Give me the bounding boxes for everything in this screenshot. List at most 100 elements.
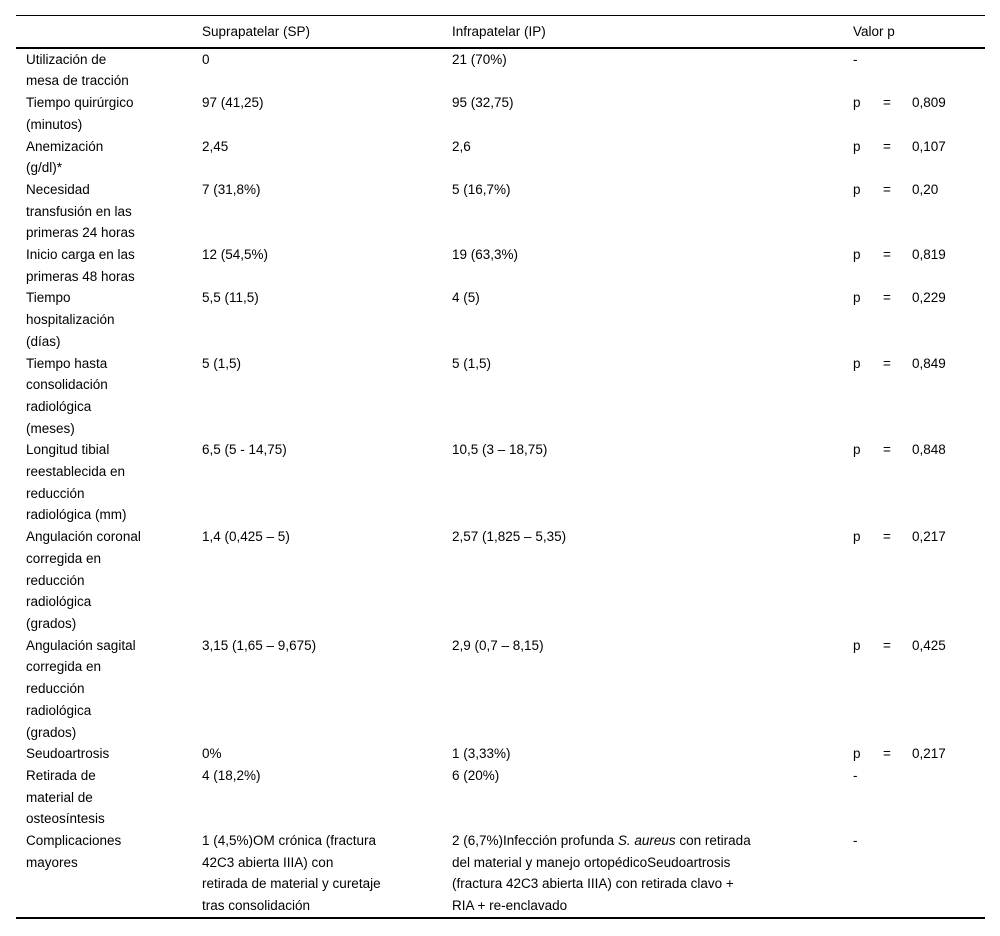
p-symbol: p: [853, 247, 861, 263]
p-number: 0,849: [912, 355, 946, 371]
sp-value: 2,45: [202, 138, 229, 154]
p-symbol: -: [853, 767, 858, 783]
p-number: 0,217: [912, 529, 946, 545]
table-row: Angulación coronal corregida en reducció…: [16, 526, 985, 635]
row-label: Utilización de mesa de tracción: [26, 51, 129, 89]
p-number: 0,848: [912, 442, 946, 458]
row-label: Inicio carga en las primeras 48 horas: [26, 247, 135, 284]
p-value-cell: p = 0,229: [838, 287, 985, 309]
table-row: Angulación sagital corregida en reducció…: [16, 635, 985, 744]
row-label: Tiempo quirúrgico (minutos): [26, 95, 134, 132]
row-label: Angulación coronal corregida en reducció…: [26, 529, 141, 631]
table-row: Inicio carga en las primeras 48 horas 12…: [16, 244, 985, 287]
row-label: Retirada de material de osteosíntesis: [26, 767, 105, 827]
p-symbol: p: [853, 95, 861, 111]
ip-text-italic-species: S. aureus: [617, 833, 676, 849]
p-number: 0,107: [912, 138, 946, 154]
p-value-cell: p = 0,217: [838, 743, 985, 765]
row-label: Tiempo hasta consolidación radiológica (…: [26, 355, 108, 436]
ip-value: 5 (1,5): [452, 355, 492, 371]
p-number: 0,217: [912, 746, 946, 762]
p-equals: =: [883, 290, 891, 306]
p-symbol: p: [853, 181, 861, 197]
sp-value: 6,5 (5 - 14,75): [202, 442, 287, 458]
table-row: Anemización (g/dl)* 2,45 2,6 p = 0,107: [16, 136, 985, 179]
table-row: Retirada de material de osteosíntesis 4 …: [16, 765, 985, 830]
row-label: Complicaciones mayores: [26, 833, 122, 870]
column-header-sp: Suprapatelar (SP): [202, 24, 311, 39]
table-row: Longitud tibial reestablecida en reducci…: [16, 439, 985, 526]
p-number: 0,425: [912, 637, 946, 653]
p-symbol: p: [853, 290, 861, 306]
ip-value: 5 (16,7%): [452, 181, 511, 197]
p-symbol: p: [853, 529, 861, 545]
p-equals: =: [883, 95, 891, 111]
p-equals: =: [883, 746, 891, 762]
p-number: 0,819: [912, 247, 946, 263]
row-label: Longitud tibial reestablecida en reducci…: [26, 442, 127, 523]
p-value-cell: p = 0,809: [838, 92, 985, 114]
ip-value: 2,57 (1,825 – 5,35): [452, 529, 567, 545]
header-row: Suprapatelar (SP) Infrapatelar (IP) Valo…: [16, 16, 985, 47]
p-symbol: -: [853, 833, 858, 849]
sp-value: 3,15 (1,65 – 9,675): [202, 637, 317, 653]
table-row: Tiempo hospitalización (días) 5,5 (11,5)…: [16, 287, 985, 352]
ip-value: 21 (70%): [452, 51, 507, 67]
sp-value: 1 (4,5%)OM crónica (fractura 42C3 abiert…: [202, 833, 381, 914]
ip-value: 1 (3,33%): [452, 746, 511, 762]
table-row: Seudoartrosis 0% 1 (3,33%) p = 0,217: [16, 743, 985, 765]
table-row: Complicaciones mayores 1 (4,5%)OM crónic…: [16, 830, 985, 917]
table-header: Suprapatelar (SP) Infrapatelar (IP) Valo…: [16, 16, 985, 49]
p-value-cell: -: [838, 830, 985, 852]
p-value-cell: p = 0,425: [838, 635, 985, 657]
ip-value: 2,6: [452, 138, 471, 154]
p-equals: =: [883, 442, 891, 458]
ip-value: 2 (6,7%)Infección profunda S. aureus con…: [452, 830, 838, 917]
p-number: 0,809: [912, 95, 946, 111]
sp-value: 97 (41,25): [202, 95, 264, 111]
column-header-ip: Infrapatelar (IP): [452, 24, 546, 39]
sp-value: 0: [202, 51, 210, 67]
p-value-cell: p = 0,849: [838, 353, 985, 375]
p-symbol: p: [853, 637, 861, 653]
medical-comparison-table: Suprapatelar (SP) Infrapatelar (IP) Valo…: [16, 15, 985, 919]
p-symbol: p: [853, 355, 861, 371]
p-value-cell: -: [838, 49, 985, 71]
ip-value: 95 (32,75): [452, 95, 514, 111]
row-label: Tiempo hospitalización (días): [26, 290, 115, 349]
row-label: Necesidad transfusión en las primeras 24…: [26, 181, 135, 241]
p-symbol: p: [853, 746, 861, 762]
p-number: 0,229: [912, 290, 946, 306]
column-header-p: Valor p: [853, 24, 895, 39]
p-symbol: -: [853, 51, 858, 67]
p-value-cell: p = 0,848: [838, 439, 985, 461]
sp-value: 12 (54,5%): [202, 247, 269, 263]
p-symbol: p: [853, 138, 861, 154]
sp-value: 1,4 (0,425 – 5): [202, 529, 290, 545]
ip-value: 4 (5): [452, 290, 480, 306]
table-row: Utilización de mesa de tracción 0 21 (70…: [16, 49, 985, 92]
p-equals: =: [883, 355, 891, 371]
p-equals: =: [883, 247, 891, 263]
table-row: Tiempo quirúrgico (minutos) 97 (41,25) 9…: [16, 92, 985, 135]
p-number: 0,20: [912, 181, 939, 197]
ip-value: 2,9 (0,7 – 8,15): [452, 637, 544, 653]
row-label: Angulación sagital corregida en reducció…: [26, 637, 136, 740]
p-value-cell: p = 0,20: [838, 179, 985, 201]
sp-value: 0%: [202, 746, 222, 762]
sp-value: 5,5 (11,5): [202, 290, 259, 306]
p-equals: =: [883, 138, 891, 154]
p-equals: =: [883, 529, 891, 545]
sp-value: 7 (31,8%): [202, 181, 261, 197]
row-label: Seudoartrosis: [26, 746, 110, 762]
table-row: Tiempo hasta consolidación radiológica (…: [16, 353, 985, 440]
p-symbol: p: [853, 442, 861, 458]
sp-value: 5 (1,5): [202, 355, 242, 371]
p-equals: =: [883, 181, 891, 197]
ip-text-after: con retirada del material y manejo ortop…: [452, 833, 751, 914]
ip-text-before: 2 (6,7%)Infección profunda: [452, 833, 618, 849]
p-value-cell: -: [838, 765, 985, 787]
p-value-cell: p = 0,819: [838, 244, 985, 266]
ip-value: 19 (63,3%): [452, 247, 519, 263]
row-label: Anemización (g/dl)*: [26, 138, 104, 176]
